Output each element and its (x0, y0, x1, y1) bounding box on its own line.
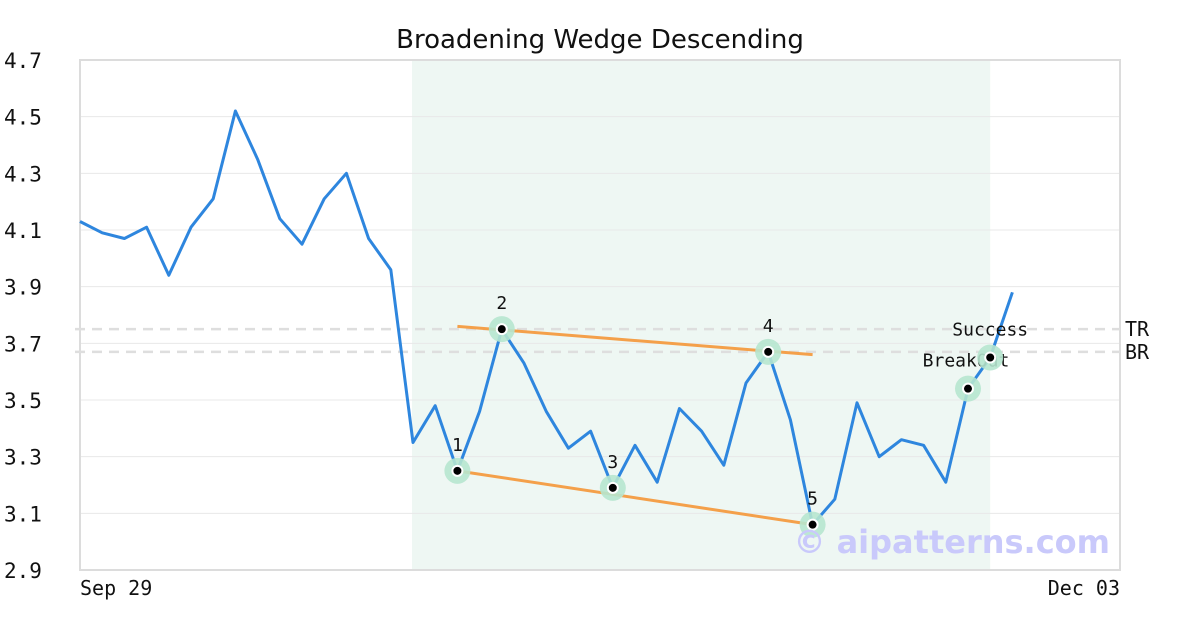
y-tick-label: 3.1 (4, 502, 42, 526)
series-layer (79, 109, 1014, 527)
trend-lines-layer (457, 324, 813, 527)
x-tick-label: Dec 03 (1048, 576, 1120, 600)
trend-line (457, 324, 813, 357)
pattern-point-label: 1 (452, 435, 463, 456)
chart-title: Broadening Wedge Descending (396, 25, 804, 55)
y-tick-label: 4.7 (4, 49, 42, 73)
marker-dot (984, 351, 997, 364)
y-tick-label: 3.7 (4, 332, 42, 356)
pattern-point-label: 5 (807, 489, 818, 510)
y-tick-label: 4.1 (4, 219, 42, 243)
y-tick-label: 4.5 (4, 106, 42, 130)
marker-dot (495, 323, 508, 336)
y-tick-label: 3.3 (4, 446, 42, 470)
marker-dot (762, 345, 775, 358)
trend-line (457, 469, 813, 527)
marker-dot (606, 481, 619, 494)
reference-line-label: BR (1125, 340, 1150, 364)
watermark: © aipatterns.com (793, 523, 1110, 561)
marker-dot (806, 518, 819, 531)
axis-labels-layer: 2.9 3.1 3.3 3.5 3.7 3.9 4.1 4.3 4.5 4.7 Sep 29 Dec … (4, 49, 1120, 600)
x-tick-label: Sep 29 (80, 576, 152, 600)
pattern-point-label: 3 (607, 452, 618, 473)
plot-frame (79, 59, 1121, 571)
price-series-line (79, 109, 1014, 527)
pattern-point-label: 2 (496, 293, 507, 314)
pattern-region (412, 60, 991, 570)
reference-line-label: TR (1125, 317, 1150, 341)
pattern-region-layer (412, 60, 991, 570)
y-tick-label: 3.5 (4, 389, 42, 413)
y-tick-label: 3.9 (4, 276, 42, 300)
pattern-point-label: 4 (763, 316, 774, 337)
y-tick-label: 4.3 (4, 162, 42, 186)
grid-layer (80, 116, 1120, 514)
event-point-label: Success (952, 320, 1028, 341)
marker-dot (962, 382, 974, 395)
marker-dot (451, 464, 464, 477)
y-tick-label: 2.9 (4, 559, 42, 583)
